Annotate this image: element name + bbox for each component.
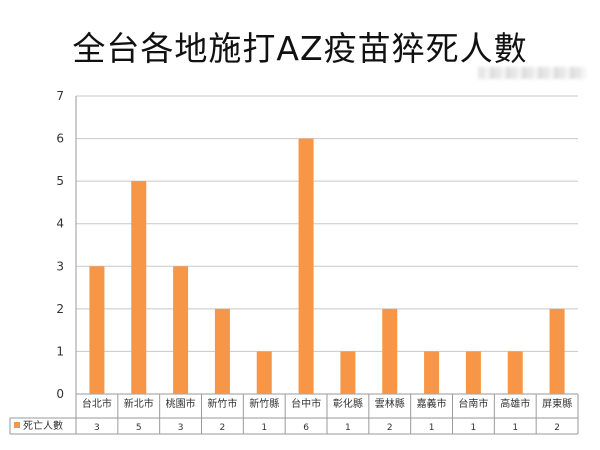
bar-嘉義市 [424,351,440,394]
bar-新竹縣 [256,351,272,394]
y-tick-label: 0 [56,387,64,401]
chart-title: 全台各地施打AZ疫苗猝死人數 [72,29,528,68]
x-tick-label: 新竹縣 [249,397,279,410]
blurred-watermark [478,67,586,79]
data-table-value: 1 [261,423,267,433]
y-tick-label: 4 [56,217,64,231]
data-table-value: 2 [387,423,393,433]
bar-彰化縣 [340,351,356,394]
bar-台北市 [89,266,105,394]
bar-雲林縣 [382,308,398,394]
x-tick-label: 嘉義市 [417,397,447,410]
x-tick-label: 彰化縣 [333,397,363,410]
x-tick-label: 桃園市 [166,397,196,410]
bar-屏東縣 [549,308,565,394]
y-tick-label: 6 [56,132,64,146]
bar-新北市 [131,181,147,394]
y-tick-label: 5 [56,174,64,188]
y-tick-label: 1 [56,344,64,358]
data-table-value: 1 [345,423,351,433]
data-table-value: 5 [136,423,142,433]
y-tick-label: 7 [56,89,64,103]
data-table-value: 6 [303,423,309,433]
x-tick-label: 雲林縣 [375,397,405,410]
bar-桃園市 [173,266,189,394]
data-table-value: 1 [512,423,518,433]
data-table-value: 2 [554,423,560,433]
x-tick-label: 高雄市 [500,397,530,410]
x-tick-label: 新北市 [124,397,154,410]
data-table-value: 1 [471,423,477,433]
x-tick-label: 台南市 [458,397,488,410]
legend-label: 死亡人數 [23,419,63,432]
x-tick-label: 台中市 [291,397,321,410]
legend-swatch [14,422,20,428]
data-table-value: 1 [429,423,435,433]
x-tick-label: 新竹市 [207,397,237,410]
data-table-value: 3 [178,423,184,433]
y-tick-label: 3 [56,259,64,273]
bar-新竹市 [214,308,230,394]
data-table-value: 2 [220,423,226,433]
y-tick-label: 2 [56,302,64,316]
x-tick-label: 屏東縣 [542,397,572,410]
data-table-value: 3 [94,423,100,433]
bar-台中市 [298,138,314,394]
bar-台南市 [465,351,481,394]
x-tick-label: 台北市 [82,397,112,410]
bar-高雄市 [507,351,523,394]
